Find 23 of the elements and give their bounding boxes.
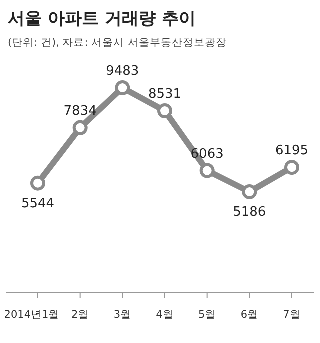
x-tick-label: 6월 [240,309,259,321]
data-label: 5544 [21,196,55,212]
x-tick-label: 2014년1월 [4,309,60,321]
data-label: 7834 [64,104,97,119]
point [115,80,130,96]
data-label: 8531 [148,87,182,102]
x-tick-label: 3월 [114,309,132,321]
x-tick-label: 7월 [283,309,301,321]
x-tick-label: 5월 [198,309,216,321]
data-label: 5186 [233,205,266,220]
point [242,184,258,200]
data-label: 9483 [106,64,140,79]
x-tick-label: 4월 [156,309,174,321]
point [284,160,300,176]
data-label: 6063 [190,146,224,162]
point [200,163,215,178]
chart-title: 서울 아파트 거래량 추이 [8,9,196,29]
chart-subtitle: (단위: 건), 자료: 서울시 서울부동산정보광장 [8,37,227,49]
point [72,120,88,136]
point [158,104,172,119]
x-tick-label: 2월 [71,309,90,321]
point [30,176,46,191]
data-label: 6195 [275,144,309,159]
